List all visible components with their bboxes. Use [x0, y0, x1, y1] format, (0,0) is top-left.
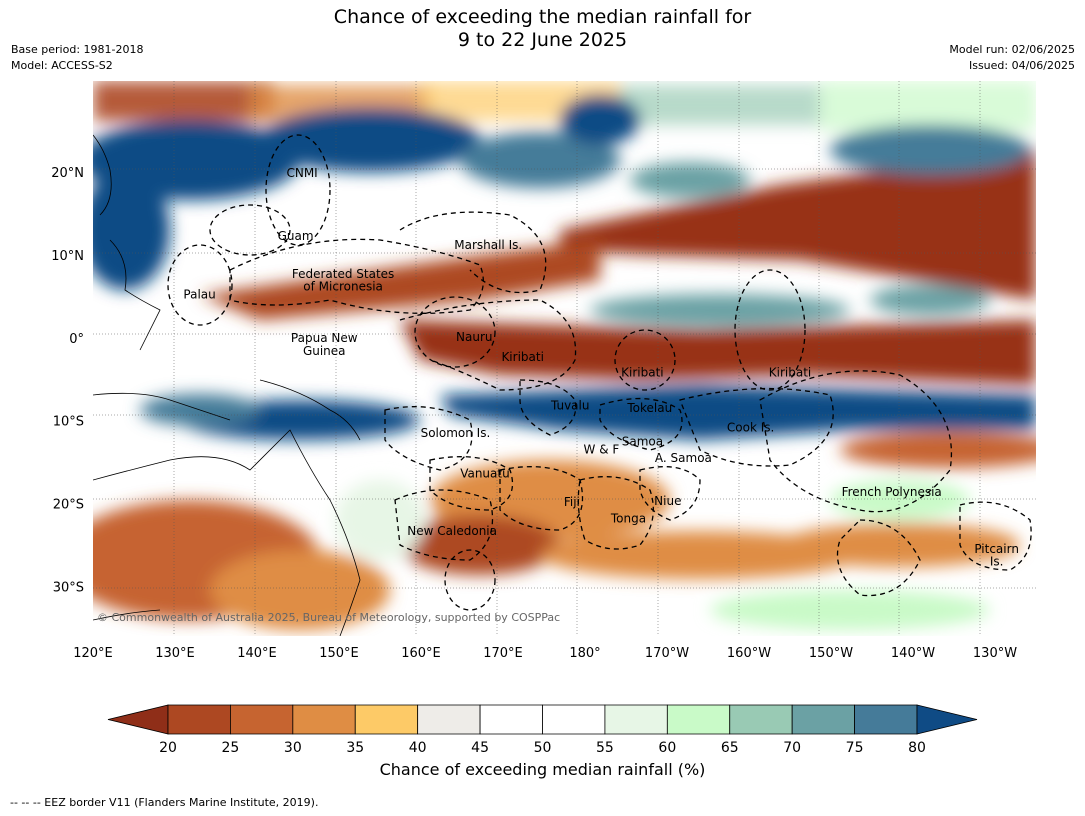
longitude-tick-label: 160°E	[401, 646, 441, 661]
eez-footnote: -- -- -- EEZ border V11 (Flanders Marine…	[10, 796, 319, 809]
latitude-tick-label: 10°S	[53, 415, 84, 430]
region-label: Tonga	[610, 511, 646, 525]
title-line-2: 9 to 22 June 2025	[457, 29, 628, 51]
region-label: Marshall Is.	[454, 238, 522, 252]
longitude-tick-label: 140°E	[237, 646, 277, 661]
region-label: Nauru	[456, 330, 492, 344]
colorbar-tick-label: 55	[596, 740, 614, 756]
colorbar-extend-low	[107, 704, 169, 735]
region-label: W & F	[584, 443, 620, 457]
region-label: Tuvalu	[550, 399, 590, 413]
latitude-tick-label: 20°N	[51, 166, 84, 181]
region-label: Guam	[278, 229, 314, 243]
region-label: Kiribati	[769, 366, 811, 380]
latitude-tick-label: 0°	[69, 332, 84, 347]
region-label: CNMI	[286, 166, 317, 180]
longitude-tick-label: 160°W	[727, 646, 771, 661]
colorbar-segment	[167, 704, 231, 735]
colorbar-segment	[292, 704, 356, 735]
colorbar-title: Chance of exceeding median rainfall (%)	[379, 760, 706, 779]
map-title: Chance of exceeding the median rainfall …	[0, 6, 1085, 52]
region-label: of Micronesia	[303, 279, 383, 293]
meta-left: Base period: 1981-2018 Model: ACCESS-S2	[11, 42, 143, 74]
colorbar-tick-label: 35	[346, 740, 364, 756]
colorbar: 20 25 30 35 40 45 50 55 60 65 70 75 80	[107, 704, 978, 756]
region-label: New Caledonia	[407, 524, 497, 538]
region-label: Palau	[183, 288, 215, 302]
model-run: Model run: 02/06/2025	[949, 43, 1075, 56]
issued-date: Issued: 04/06/2025	[968, 59, 1075, 72]
colorbar-tick-label: 80	[908, 740, 926, 756]
copyright-notice: © Commonwealth of Australia 2025, Bureau…	[97, 611, 560, 624]
longitude-tick-label: 130°W	[973, 646, 1017, 661]
rainfall-anomaly-field	[93, 81, 1036, 630]
eez-borders	[167, 134, 1032, 611]
colorbar-tick-label: 60	[658, 740, 676, 756]
longitude-tick-label: 170°E	[483, 646, 523, 661]
colorbar-segment	[729, 704, 793, 735]
latitude-tick-label: 20°S	[53, 497, 84, 512]
colorbar-tick-label: 40	[409, 740, 427, 756]
region-label: Samoa	[622, 434, 663, 448]
colorbar-segment	[854, 704, 918, 735]
longitude-tick-label: 140°W	[891, 646, 935, 661]
colorbar-tick-label: 50	[534, 740, 552, 756]
model-name: Model: ACCESS-S2	[11, 59, 113, 72]
colorbar-segment	[604, 704, 668, 735]
region-label: Vanuatu	[460, 467, 510, 481]
longitude-labels: 120°E 130°E 140°E 150°E 160°E 170°E 180° 170°W 1…	[73, 646, 1017, 661]
coastlines	[93, 134, 361, 636]
region-label: Is.	[990, 554, 1004, 568]
colorbar-tick-label: 20	[159, 740, 177, 756]
latitude-labels: 20°N 10°N 0° 10°S 20°S 30°S	[51, 166, 84, 595]
longitude-tick-label: 120°E	[73, 646, 113, 661]
colorbar-segment	[666, 704, 731, 735]
longitude-tick-label: 150°E	[319, 646, 359, 661]
colorbar-tick-label: 30	[284, 740, 302, 756]
colorbar-tick-label: 45	[471, 740, 489, 756]
longitude-tick-label: 170°W	[645, 646, 689, 661]
colorbar-tick-label: 25	[222, 740, 240, 756]
region-label: Kiribati	[501, 350, 543, 364]
region-label: French Polynesia	[842, 485, 942, 499]
colorbar-tick-label: 75	[846, 740, 864, 756]
colorbar-segment	[230, 704, 294, 735]
meta-right: Model run: 02/06/2025 Issued: 04/06/2025	[949, 42, 1075, 74]
map-field	[93, 81, 1036, 636]
longitude-tick-label: 180°	[569, 646, 600, 661]
colorbar-segment	[479, 704, 543, 735]
region-label: Niue	[654, 494, 681, 508]
colorbar-extend-high	[916, 704, 978, 735]
region-label: Solomon Is.	[421, 426, 491, 440]
region-label: Guinea	[303, 344, 346, 358]
colorbar-segment	[354, 704, 419, 735]
longitude-tick-label: 150°W	[809, 646, 853, 661]
region-label: A. Samoa	[655, 451, 712, 465]
colorbar-segments	[107, 704, 978, 735]
region-label: Papua New	[291, 331, 358, 345]
base-period: Base period: 1981-2018	[11, 43, 144, 56]
region-label: Kiribati	[621, 366, 663, 380]
region-label: Fiji	[564, 495, 580, 509]
colorbar-segment	[791, 704, 855, 735]
region-label: Federated States	[292, 267, 394, 281]
graticule	[93, 81, 1036, 636]
latitude-tick-label: 10°N	[51, 249, 84, 264]
region-label: Pitcairn	[974, 542, 1019, 556]
longitude-tick-label: 130°E	[155, 646, 195, 661]
colorbar-tick-label: 70	[783, 740, 801, 756]
colorbar-segment	[417, 704, 481, 735]
region-label: Tokelau	[626, 401, 672, 415]
latitude-tick-label: 30°S	[53, 580, 84, 595]
title-line-1: Chance of exceeding the median rainfall …	[333, 6, 752, 28]
colorbar-tick-labels: 20 25 30 35 40 45 50 55 60 65 70 75 80	[159, 740, 926, 756]
colorbar-tick-label: 65	[721, 740, 739, 756]
region-label: Cook Is.	[727, 420, 774, 434]
colorbar-segment	[542, 704, 606, 735]
